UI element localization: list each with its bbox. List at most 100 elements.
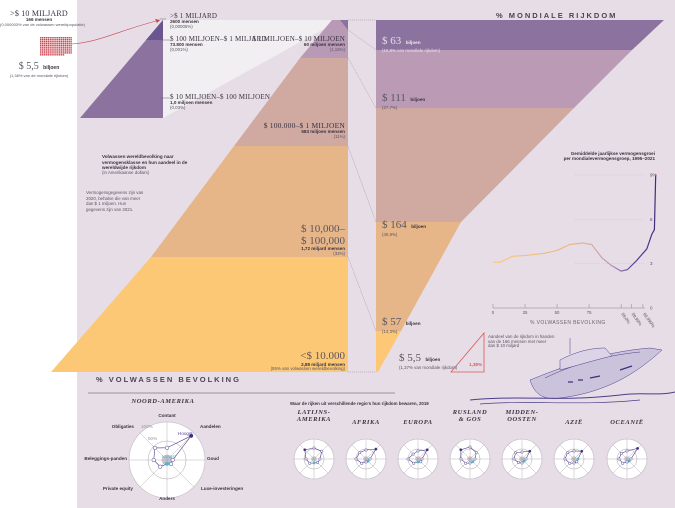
radar-point	[625, 460, 629, 464]
radar-europa	[397, 438, 439, 480]
radar-point	[524, 457, 528, 461]
radar-spoke	[626, 444, 642, 460]
header-population: % VOLWASSEN BEVOLKING	[96, 375, 241, 384]
billionaire-dot	[70, 44, 72, 46]
radar-ring-label-100: 100%	[141, 424, 153, 429]
radar-point-lowest	[471, 460, 475, 464]
billionaire-dot	[60, 38, 63, 41]
wealth-164-unit: biljoen	[411, 224, 427, 229]
radar-point	[468, 461, 472, 465]
billionaire-dot	[41, 42, 44, 45]
billionaire-dot	[70, 50, 72, 52]
billionaire-dot	[51, 54, 53, 56]
label-k100-class: $ 100.000–$ 1 MILJOEN	[263, 121, 345, 130]
billionaire-dot	[53, 50, 55, 52]
billionaire-dot	[55, 37, 57, 39]
radar-point-highest	[189, 433, 194, 438]
billionaire-dot	[66, 37, 68, 39]
label-m1-share: (1,15%)	[329, 47, 345, 53]
billionaire-dot	[43, 46, 46, 48]
wealth-63-unit: biljoen	[405, 40, 421, 45]
billionaire-dot	[60, 44, 63, 46]
radar-spoke	[351, 458, 367, 474]
radar-axis-label: Private equity	[102, 486, 133, 491]
radar-spoke	[455, 444, 471, 460]
growth-series-line	[493, 174, 657, 272]
billionaire-dot	[60, 40, 63, 43]
billionaire-dot	[53, 37, 55, 39]
radar-point	[514, 451, 518, 455]
billionaire-dot	[70, 46, 72, 48]
wealth-band-164	[376, 108, 574, 222]
wealth-57-share: (14,3%)	[382, 328, 398, 334]
billionaire-dot	[43, 37, 46, 39]
radar-point	[411, 452, 415, 456]
label-k100-people: 583 miljoen mensen	[301, 128, 345, 134]
wealth-label-57: $ 57 biljoen (14,3%)	[382, 313, 421, 334]
billionaire-dot	[64, 40, 67, 43]
billionaire-dot	[64, 44, 67, 46]
billionaire-dot	[55, 46, 57, 48]
radar-axis-label: Contant	[158, 413, 176, 418]
billionaire-dot	[45, 52, 48, 54]
billionaire-dot	[41, 50, 44, 52]
billionaire-dot	[62, 46, 65, 48]
radar-point-lowest	[576, 457, 580, 461]
billionaire-dot	[64, 42, 67, 45]
leader-lines	[160, 18, 170, 99]
triangle-note-line2: van de 166 mensen met meer	[488, 338, 547, 344]
radar-point-lowest	[522, 459, 526, 463]
radar-spoke	[313, 458, 329, 474]
radar-spoke	[612, 458, 628, 474]
pop-band-k100	[234, 58, 348, 146]
wealth-111-share: (27,7%)	[382, 104, 398, 110]
radar-point-highest	[374, 447, 378, 451]
radar-section-title: Waar de rijken uit verschillende regio's…	[290, 401, 429, 406]
radar-point	[312, 446, 316, 450]
pop-band-m1	[300, 20, 348, 58]
billionaire-dot	[62, 54, 65, 56]
billionaire-dot	[68, 48, 70, 50]
billionaire-dot	[47, 44, 49, 46]
pop-band-m10	[163, 20, 340, 118]
radar-point	[512, 457, 516, 461]
billionaire-dot	[47, 48, 49, 50]
billionaire-dot	[47, 52, 49, 54]
radar-point	[358, 451, 362, 455]
label-lt10-class: <$ 10.000	[300, 350, 345, 362]
billionaires-label: >$ 10 MILJARD 166 mensen (0,000003% van …	[0, 9, 85, 27]
radar-point	[619, 451, 623, 455]
pop-band-m1-wedge	[340, 20, 348, 30]
billionaire-dot	[66, 38, 68, 41]
label-k10-class-line1: $ 10,000–	[301, 223, 345, 235]
label-k10: $ 10,000– $ 100,000 1,72 miljard mensen …	[301, 223, 345, 257]
billionaire-dot	[45, 48, 48, 50]
radar-spoke	[365, 444, 381, 460]
billionaire-dot	[51, 48, 53, 50]
billionaire-dot	[47, 50, 49, 52]
wealth-164-share: (40,9%)	[382, 231, 398, 237]
billionaire-dot	[41, 52, 44, 54]
billionaire-dot	[41, 40, 44, 43]
yacht-illustration	[469, 338, 675, 405]
wealth-164-value: $ 164	[382, 219, 407, 231]
growth-ytick-label: 9%	[650, 173, 657, 178]
billionaire-dot	[45, 50, 48, 52]
wealth-label-111: $ 111 biljoen (27,7%)	[382, 89, 425, 110]
billionaire-dot	[51, 50, 53, 52]
radar-point	[354, 457, 358, 461]
pop-band-b1-left	[80, 20, 163, 118]
billionaire-dot	[62, 44, 65, 46]
billionaire-dot	[68, 44, 70, 46]
triangle-note-line3: dan $ 10 miljard	[488, 343, 520, 349]
billionaire-dot	[41, 54, 44, 56]
billionaire-dot	[49, 37, 51, 39]
billionaire-dot	[57, 52, 59, 54]
billionaire-dot	[66, 50, 68, 52]
radar-midden-oosten	[501, 438, 543, 480]
label-b1: >$ 1 MILJARD 2600 mensen (0,00005%)	[170, 12, 217, 30]
billionaire-dot	[60, 46, 63, 48]
label-m100-class: $ 100 MILJOEN–$ 1 MILJARD	[170, 35, 267, 43]
billionaire-dot	[40, 42, 42, 45]
